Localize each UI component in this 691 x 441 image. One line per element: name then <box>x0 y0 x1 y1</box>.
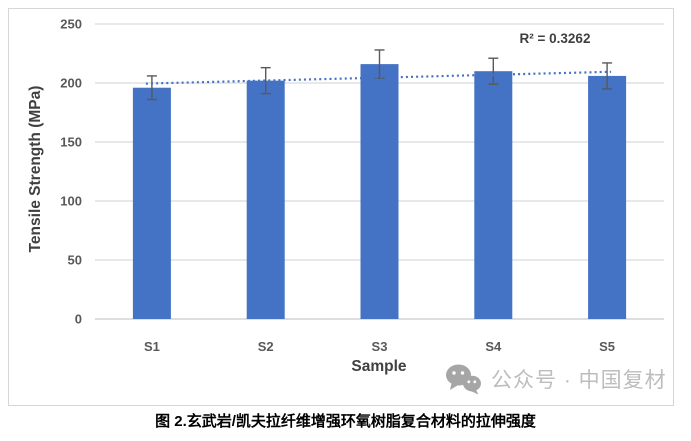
figure-caption: 图 2.玄武岩/凯夫拉纤维增强环氧树脂复合材料的拉伸强度 <box>155 413 536 430</box>
y-tick-label: 100 <box>60 194 82 209</box>
trendline <box>145 70 612 85</box>
y-tick-label: 250 <box>60 17 82 32</box>
y-tick-label: 200 <box>60 76 82 91</box>
x-axis-tick-labels: S1 S2 S3 S4 S5 <box>144 339 615 354</box>
error-bars <box>146 49 613 101</box>
bar <box>474 71 513 319</box>
chart-panel: 0 50 100 150 200 250 S1 S2 S3 S4 S5 Tensile Stren… <box>8 8 674 406</box>
bar <box>132 87 171 319</box>
y-tick-label: 50 <box>68 253 82 268</box>
x-tick-label: S5 <box>599 339 615 354</box>
tensile-strength-bar-chart: 0 50 100 150 200 250 S1 S2 S3 S4 S5 Tensile Stren… <box>27 17 664 375</box>
r-squared-annotation: R² = 0.3262 <box>520 31 591 46</box>
bar <box>246 80 285 319</box>
bars <box>132 64 627 319</box>
bar <box>360 64 399 319</box>
y-tick-label: 150 <box>60 135 82 150</box>
y-tick-label: 0 <box>75 312 82 327</box>
y-axis-tick-labels: 0 50 100 150 200 250 <box>60 17 82 327</box>
x-tick-label: S3 <box>372 339 388 354</box>
y-axis-title: Tensile Strength (MPa) <box>27 86 44 253</box>
x-axis-title: Sample <box>351 358 407 375</box>
bar <box>588 75 627 319</box>
x-tick-label: S1 <box>144 339 160 354</box>
x-tick-label: S2 <box>258 339 274 354</box>
x-tick-label: S4 <box>485 339 502 354</box>
